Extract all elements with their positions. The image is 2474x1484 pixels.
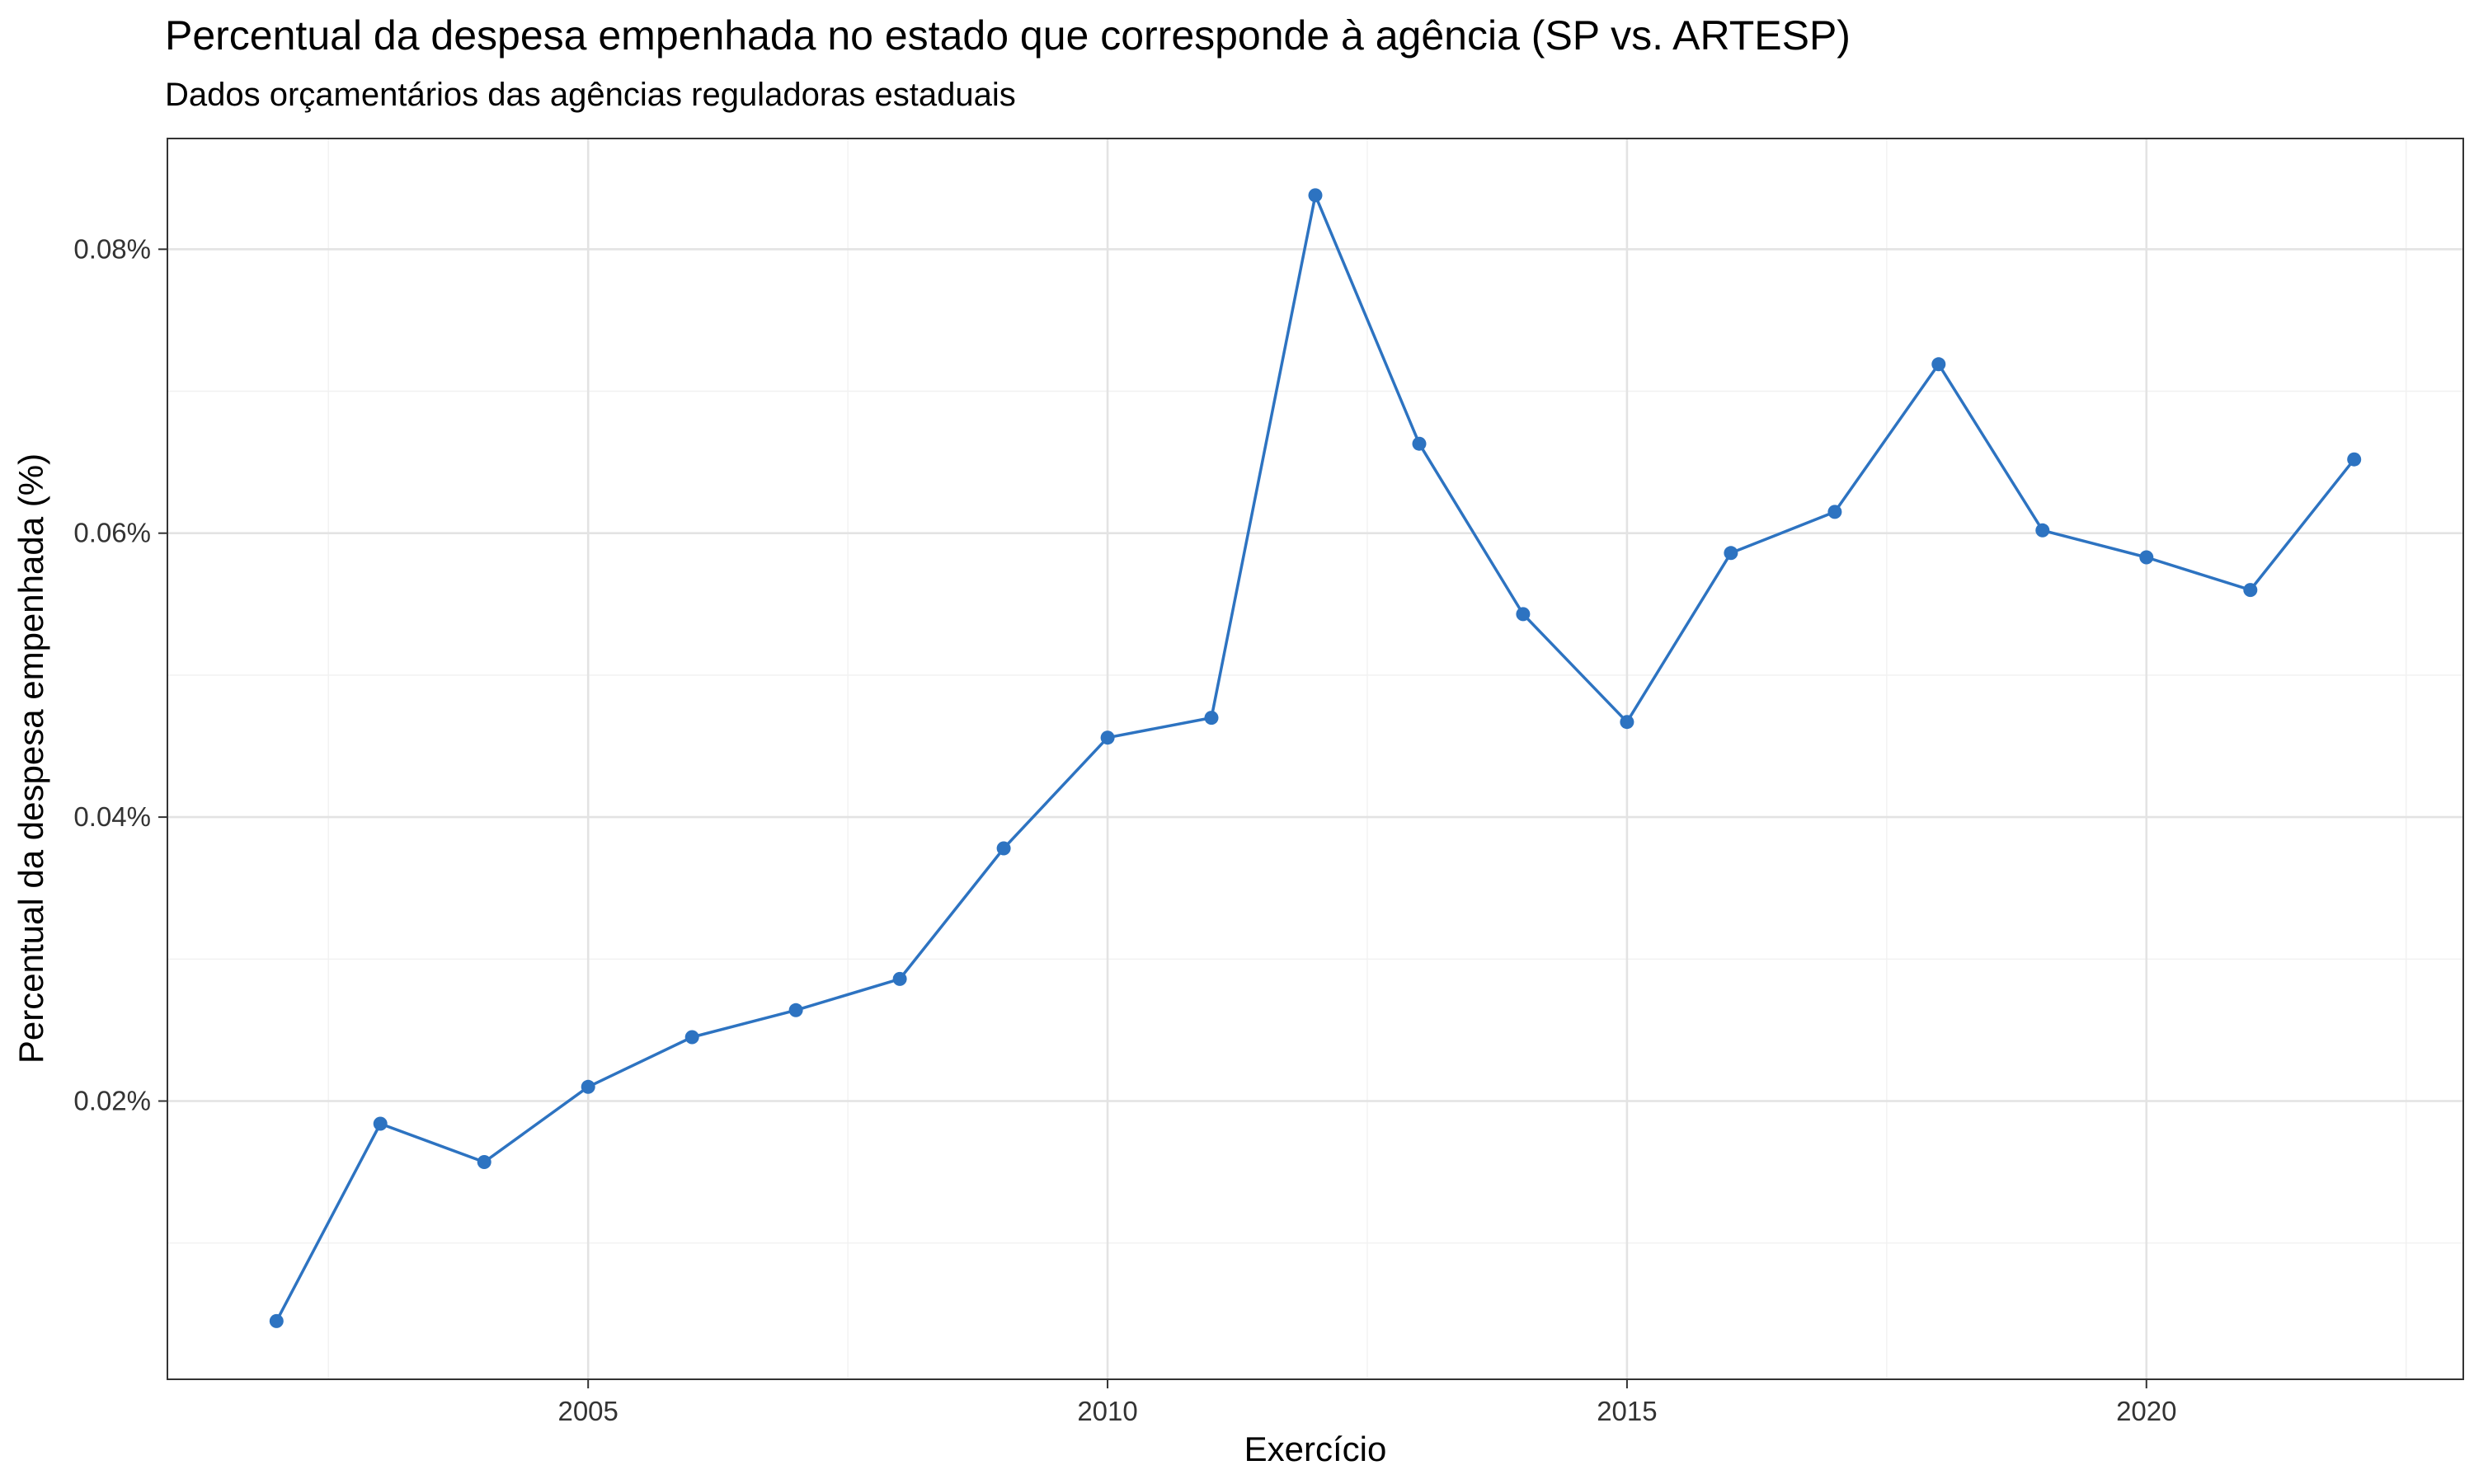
data-point xyxy=(1412,436,1427,451)
data-point xyxy=(1100,730,1115,745)
major-gridlines xyxy=(167,139,2463,1379)
data-point xyxy=(2139,550,2154,565)
x-tick-label: 2020 xyxy=(2116,1396,2176,1426)
y-tick-label: 0.02% xyxy=(73,1085,151,1115)
data-point xyxy=(788,1003,803,1017)
data-series xyxy=(269,188,2362,1328)
data-point xyxy=(477,1155,492,1169)
y-axis: 0.02% 0.04% 0.06% 0.08% xyxy=(73,233,167,1115)
y-tick-label: 0.06% xyxy=(73,518,151,548)
data-point xyxy=(2035,523,2050,538)
chart-subtitle: Dados orçamentários das agências regulad… xyxy=(165,77,1016,113)
x-tick-label: 2015 xyxy=(1597,1396,1657,1426)
data-point xyxy=(373,1116,388,1131)
y-tick-label: 0.04% xyxy=(73,801,151,832)
plot-panel xyxy=(167,139,2463,1379)
chart-title: Percentual da despesa empenhada no estad… xyxy=(165,12,1851,59)
data-point xyxy=(581,1079,595,1094)
data-point xyxy=(1827,505,1842,519)
data-point xyxy=(2347,452,2362,467)
data-point xyxy=(892,971,907,986)
data-point xyxy=(996,841,1011,856)
data-point xyxy=(1204,711,1219,726)
y-axis-title: Percentual da despesa empenhada (%) xyxy=(12,453,50,1064)
plot-border xyxy=(167,138,2464,1380)
x-tick-label: 2010 xyxy=(1077,1396,1137,1426)
x-axis: 2005 2010 2015 2020 xyxy=(557,1379,2176,1426)
data-point xyxy=(2243,583,2258,598)
data-point xyxy=(269,1313,284,1328)
data-point xyxy=(1308,188,1323,203)
data-point xyxy=(1620,715,1634,730)
y-tick-label: 0.08% xyxy=(73,233,151,264)
x-axis-title: Exercício xyxy=(1244,1430,1387,1468)
x-tick-label: 2005 xyxy=(557,1396,618,1426)
data-point xyxy=(1724,546,1738,561)
minor-gridlines xyxy=(167,139,2463,1379)
data-point xyxy=(1931,357,1946,372)
data-point xyxy=(684,1030,699,1045)
data-point xyxy=(1516,607,1531,622)
